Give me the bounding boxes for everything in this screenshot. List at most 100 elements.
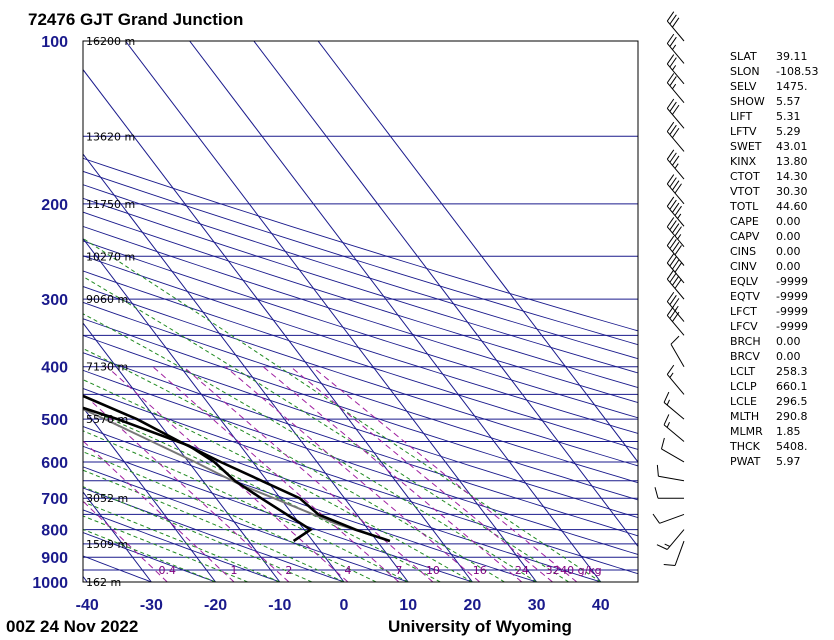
parcel-path [83,408,391,542]
index-value: 258.3 [776,365,808,378]
index-row-eqtv: EQTV -9999 [730,289,818,304]
index-row-pwat: PWAT 5.97 [730,454,818,469]
moist-adiabat [83,528,216,582]
index-value: 0.00 [776,215,801,228]
wind-barb [663,414,685,442]
pressure-tick-label: 600 [41,455,68,472]
temperature-tick-label: -20 [204,597,227,614]
dry-adiabat [83,334,638,519]
pressure-tick-label: 800 [41,523,68,540]
moist-adiabat [83,347,505,582]
pressure-tick-label: 700 [41,491,68,508]
wind-barb [666,54,685,85]
wind-barb [666,235,685,266]
wind-barbs [652,11,685,566]
index-name: THCK [730,440,760,453]
pressure-tick-label: 500 [41,412,68,429]
index-name: LFCV [730,320,758,333]
index-row-lfct: LFCT -9999 [730,304,818,319]
isotherm [189,41,602,582]
mixing-ratio-label: 32 [546,564,560,577]
mixing-ratio-line [83,393,290,582]
index-name: LCLT [730,365,756,378]
index-row-ctot: CTOT 14.30 [730,169,818,184]
index-name: CTOT [730,170,760,183]
index-value: 1475. [776,80,808,93]
index-row-eqlv: EQLV -9999 [730,274,818,289]
index-name: TOTL [730,200,759,213]
height-label: 16200 m [86,35,135,48]
sounding-indices: SLAT 39.11 SLON -108.53 SELV 1475. SHOW 5.57 LIF… [730,49,818,469]
isotherm [125,41,537,582]
index-row-brcv: BRCV 0.00 [730,349,818,364]
pressure-tick-label: 1000 [32,575,68,592]
wind-barb [666,253,685,284]
dry-adiabat [83,388,638,575]
wind-barb [666,291,685,322]
index-name: SHOW [730,95,765,108]
dry-adiabat [83,225,638,404]
moist-adiabat [83,501,280,582]
dry-adiabat [83,301,638,484]
wind-barb [666,98,685,129]
plot-frame [82,40,639,583]
height-label: 162 m [86,576,121,589]
wind-barb [666,11,685,42]
index-name: LIFT [730,110,753,123]
dry-adiabat [83,240,638,419]
temperature-profile [83,394,391,543]
mixing-ratio-line [225,366,481,582]
isotherm [83,406,216,582]
index-value: 14.30 [776,170,808,183]
height-label: 11750 m [86,198,135,211]
wind-barb [666,73,685,103]
pressure-tick-label: 200 [41,197,68,214]
index-name: EQTV [730,290,760,303]
pressure-tick-label: 900 [41,550,68,567]
dry-adiabat [83,445,473,582]
mixing-ratio-label: 4 [344,564,351,577]
wind-barb [660,437,685,463]
wind-barb [663,540,685,566]
dry-adiabat [83,157,638,332]
index-row-lclp: LCLP 660.1 [730,379,818,394]
wind-barb [656,529,685,550]
isotherm [83,491,152,582]
pressure-tick-label: 300 [41,292,68,309]
index-name: KINX [730,155,757,168]
temperature-tick-label: -40 [76,597,99,614]
index-value: -108.53 [776,65,819,78]
index-name: CINS [730,245,757,258]
index-name: LCLE [730,395,757,408]
temperature-tick-label: -30 [140,597,163,614]
index-name: LFCT [730,305,757,318]
index-name: MLTH [730,410,760,423]
index-value: -9999 [776,320,808,333]
index-value: 5.57 [776,95,801,108]
index-name: SWET [730,140,762,153]
dry-adiabat [83,487,345,582]
dry-adiabat [83,184,638,360]
observation-time: 00Z 24 Nov 2022 [6,617,139,636]
index-value: 5408. [776,440,808,453]
index-row-totl: TOTL 44.60 [730,199,818,214]
dry-adiabat [83,170,638,346]
dry-adiabat [83,352,638,537]
index-row-cinv: CINV 0.00 [730,259,818,274]
index-value: 13.80 [776,155,808,168]
data-source: University of Wyoming [388,617,572,636]
index-value: 0.00 [776,335,801,348]
wind-barb [666,149,685,180]
mixing-ratio-line [83,440,235,582]
index-value: 0.00 [776,230,801,243]
height-label: 13620 m [86,130,135,143]
wind-barb [663,391,685,420]
index-name: CINV [730,260,757,273]
temperature-tick-label: 0 [340,597,349,614]
dry-adiabat [83,270,638,450]
index-row-cape: CAPE 0.00 [730,214,818,229]
mixing-ratio-line [311,366,578,582]
index-row-brch: BRCH 0.00 [730,334,818,349]
index-name: SELV [730,80,757,93]
